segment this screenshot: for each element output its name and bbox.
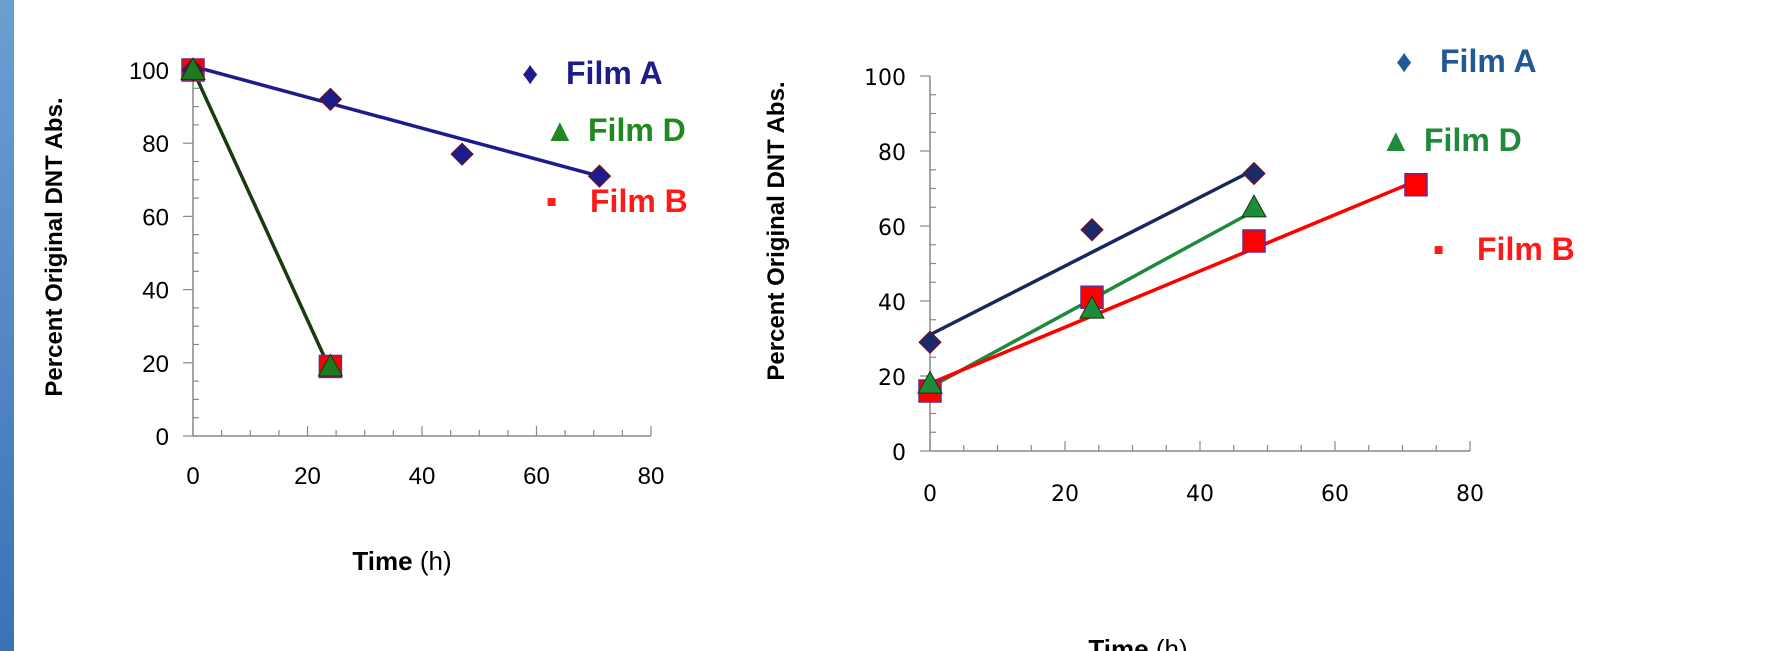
y-axis-label: Percent Original DNT Abs. [41,97,68,396]
data-point [1242,161,1266,186]
x-tick-label: 20 [1051,482,1079,507]
series-film-d [180,56,344,377]
data-point [450,142,474,166]
legend-symbol: ▪ [546,183,557,219]
y-tick-label: 80 [878,141,906,166]
y-tick-label: 20 [142,351,169,378]
data-point [1241,194,1267,218]
chart-left: 0 20 40 60 80 0 20 40 60 80 100 Percent Original DN… [41,55,688,576]
x-tick-label: 60 [523,463,550,490]
legend-item-film-b: ▪ Film B [546,183,688,219]
x-tick-label: 80 [1456,482,1484,507]
x-tick-label: 60 [1321,482,1349,507]
data-point [1404,173,1428,197]
legend-label: Film B [590,183,688,219]
legend-item-film-b: ▪ Film B [1433,231,1575,267]
y-tick-label: 60 [878,216,906,241]
data-point [1079,295,1105,319]
fit-line-film-a [929,168,1255,337]
legend-symbol: ♦ [1396,43,1412,79]
legend-symbol: ▲ [1380,122,1412,158]
x-tick-label: 80 [638,463,665,490]
data-point [1080,218,1104,242]
y-tick-label: 60 [142,204,169,231]
y-tick-label: 40 [142,278,169,305]
data-point [918,330,942,354]
y-tick-label: 100 [864,66,906,91]
legend-label: Film D [588,112,686,148]
series-film-a [918,161,1266,354]
y-tick-label: 20 [878,366,906,391]
fit-line-film-a [192,64,600,178]
y-tick-label: 0 [892,441,906,466]
y-tick-label: 0 [156,424,169,451]
legend-label: Film B [1477,231,1575,267]
x-tick-label: 20 [294,463,321,490]
legend-symbol: ♦ [522,55,538,91]
data-point [317,353,344,377]
fit-line-film-b [929,179,1417,386]
fit-line-film-d [191,69,332,371]
x-tick-label: 40 [409,463,436,490]
legend-item-film-a: ♦ Film A [522,55,663,91]
x-tick-label: 0 [186,463,199,490]
data-point [1242,229,1266,253]
legend-item-film-d: ▲ Film D [1380,122,1522,158]
x-tick-label: 40 [1186,482,1214,507]
slide-side-strip [0,0,14,651]
legend-label: Film A [1440,43,1537,79]
x-tick-label: 0 [923,482,937,507]
legend-item-film-d: ▲ Film D [544,112,686,148]
y-tick-label: 100 [129,58,169,85]
y-tick-label: 40 [878,291,906,316]
data-point [318,87,343,111]
data-point [587,164,612,188]
legend-label: Film A [566,55,663,91]
x-axis-label: Time (h) [1088,634,1187,651]
series-film-d [917,194,1267,394]
chart-right: 0 20 40 60 80 0 20 40 60 80 100 Percent Original DN… [763,43,1575,651]
data-point [917,370,943,394]
legend-symbol: ▲ [544,112,576,148]
data-point [180,56,206,81]
x-axis-label: Time (h) [352,546,451,576]
legend-item-film-a: ♦ Film A [1396,43,1537,79]
legend-label: Film D [1424,122,1522,158]
y-axis-label: Percent Original DNT Abs. [763,81,790,380]
legend-symbol: ▪ [1433,231,1444,267]
y-tick-label: 80 [142,131,169,158]
